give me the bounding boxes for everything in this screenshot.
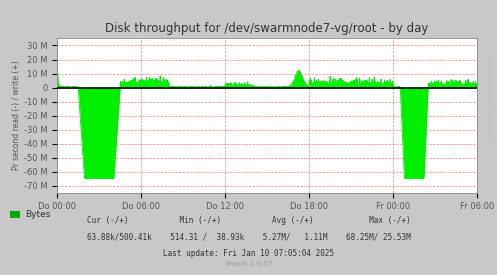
Text: Bytes: Bytes [25, 210, 50, 219]
Text: 63.88k/500.41k    514.31 /  38.93k    5.27M/   1.11M    68.25M/ 25.53M: 63.88k/500.41k 514.31 / 38.93k 5.27M/ 1.… [86, 232, 411, 241]
Text: Munin 2.0.57: Munin 2.0.57 [226, 261, 271, 267]
Y-axis label: Pr second read (-) / write (+): Pr second read (-) / write (+) [12, 60, 21, 170]
Title: Disk throughput for /dev/swarmnode7-vg/root - by day: Disk throughput for /dev/swarmnode7-vg/r… [105, 21, 429, 35]
Text: RRDTOOL / TOBI OETIKER: RRDTOOL / TOBI OETIKER [489, 56, 494, 137]
Text: Last update: Fri Jan 10 07:05:04 2025: Last update: Fri Jan 10 07:05:04 2025 [163, 249, 334, 258]
Text: Cur (-/+)           Min (-/+)           Avg (-/+)            Max (-/+): Cur (-/+) Min (-/+) Avg (-/+) Max (-/+) [86, 216, 411, 225]
Bar [10, 211, 20, 218]
